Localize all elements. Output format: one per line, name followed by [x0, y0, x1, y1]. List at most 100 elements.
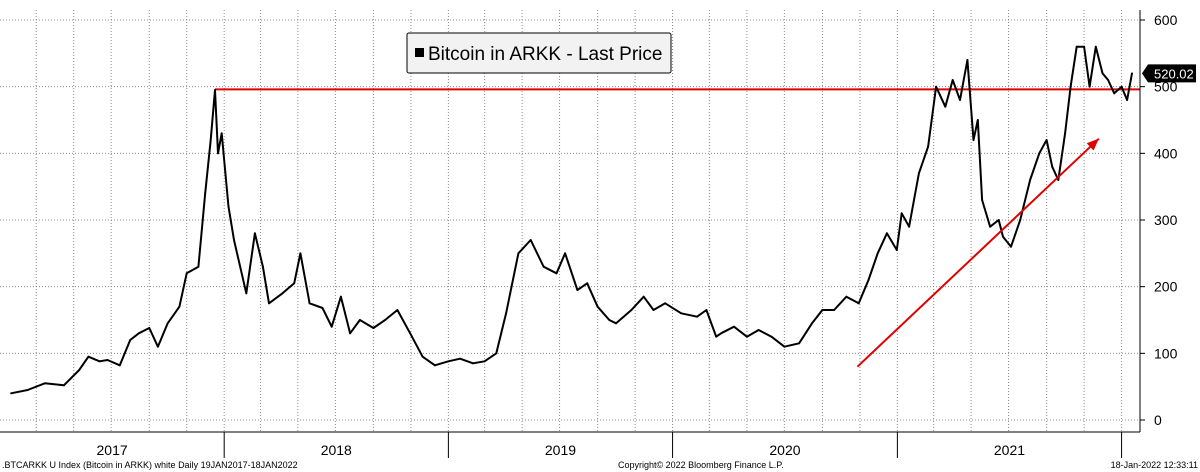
series-point: [833, 309, 836, 311]
series-point: [900, 212, 903, 215]
series-point: [459, 357, 461, 360]
series-point: [268, 302, 270, 305]
series-point: [433, 364, 436, 367]
series-point: [118, 364, 121, 367]
series-point: [867, 279, 870, 281]
x-tick-label: 2017: [97, 442, 128, 458]
y-tick-label: 200: [1154, 279, 1178, 295]
series-point: [517, 252, 520, 255]
y-tick-label: 500: [1154, 79, 1178, 95]
legend-box: [406, 32, 672, 74]
series-point: [966, 59, 969, 61]
series-point: [197, 265, 200, 268]
series-point: [745, 335, 748, 338]
series-point: [935, 85, 937, 88]
series-point: [1051, 165, 1054, 168]
series-point: [495, 352, 498, 355]
series-point: [1029, 179, 1031, 181]
series-point: [349, 332, 352, 335]
series-point: [308, 302, 311, 305]
series-point: [185, 272, 188, 275]
series-point: [664, 302, 667, 305]
series-point: [299, 252, 302, 255]
series-point: [321, 307, 324, 309]
series-point: [178, 305, 181, 308]
legend-swatch: [415, 48, 424, 57]
series-point: [783, 345, 786, 348]
series-point: [26, 389, 29, 391]
series-point: [166, 322, 169, 325]
series-point: [576, 289, 579, 291]
series-point: [845, 295, 848, 298]
trend-arrow-head: [1086, 138, 1099, 151]
series-point: [372, 327, 375, 329]
series-point: [821, 309, 824, 311]
footer-copyright: Copyright© 2022 Bloomberg Finance L.P.: [618, 460, 784, 470]
series-point: [959, 99, 961, 101]
series-point: [10, 392, 12, 395]
series-point: [483, 360, 486, 363]
series-point: [1107, 79, 1109, 81]
series-point: [1101, 72, 1104, 75]
series-point: [148, 327, 151, 329]
series-point: [680, 312, 683, 315]
series-point: [1057, 179, 1060, 181]
series-point: [608, 319, 611, 321]
series-point: [555, 272, 558, 275]
y-tick-label: 400: [1154, 145, 1178, 161]
series-point: [204, 192, 207, 195]
series-point: [233, 239, 235, 241]
series-layer: [10, 45, 1133, 395]
series-point: [615, 322, 617, 325]
series-point: [564, 252, 566, 255]
series-point: [917, 172, 920, 175]
x-tick-label: 2018: [321, 442, 352, 458]
series-point: [586, 282, 589, 285]
legend: Bitcoin in ARKK - Last Price: [406, 32, 672, 74]
axes: 0 100 200 300 400 500 600 2017 2018 2019 2020 2021 5…: [0, 10, 1196, 458]
series-point: [542, 265, 545, 268]
series-point: [1038, 152, 1041, 155]
series-point: [220, 132, 223, 135]
series-point: [78, 369, 81, 371]
series-point: [245, 292, 248, 295]
series-point: [1045, 139, 1048, 141]
series-point: [770, 335, 773, 338]
series-point: [129, 339, 132, 341]
series-point: [733, 325, 735, 328]
series-point: [293, 282, 296, 285]
series-point: [505, 312, 508, 315]
x-tick-label: 2021: [994, 442, 1025, 458]
series-point: [421, 355, 424, 358]
grid: [0, 10, 1140, 432]
series-point: [642, 295, 645, 298]
series-point: [156, 345, 159, 348]
series-point: [927, 145, 929, 148]
series-point: [886, 232, 888, 235]
footer-timestamp: 18-Jan-2022 12:33:11: [1110, 460, 1198, 470]
series-point: [757, 329, 760, 331]
y-tick-label: 600: [1154, 12, 1178, 28]
series-point: [715, 335, 718, 338]
series-point: [630, 309, 633, 311]
series-point: [106, 359, 109, 361]
series-point: [1083, 45, 1086, 48]
trend-arrow-layer: [856, 137, 1100, 368]
series-point: [972, 139, 975, 141]
series-point: [330, 325, 333, 328]
series-point: [951, 79, 954, 81]
series-point: [1019, 219, 1022, 221]
last-price-tag: [1142, 64, 1196, 83]
y-tick-label: 300: [1154, 212, 1178, 228]
legend-label: Bitcoin in ARKK - Last Price: [428, 44, 662, 65]
series-point: [1010, 245, 1012, 248]
series-point: [1002, 235, 1004, 238]
series-point: [217, 152, 219, 155]
series-point: [720, 332, 722, 335]
series-point: [137, 332, 140, 335]
series-point: [989, 225, 992, 228]
footer-source: .BTCARKK U Index (Bitcoin in ARKK) white…: [2, 460, 298, 470]
last-price-label: 520.02: [1154, 66, 1194, 81]
y-tick-label: 100: [1154, 345, 1178, 361]
series-point: [705, 309, 708, 311]
